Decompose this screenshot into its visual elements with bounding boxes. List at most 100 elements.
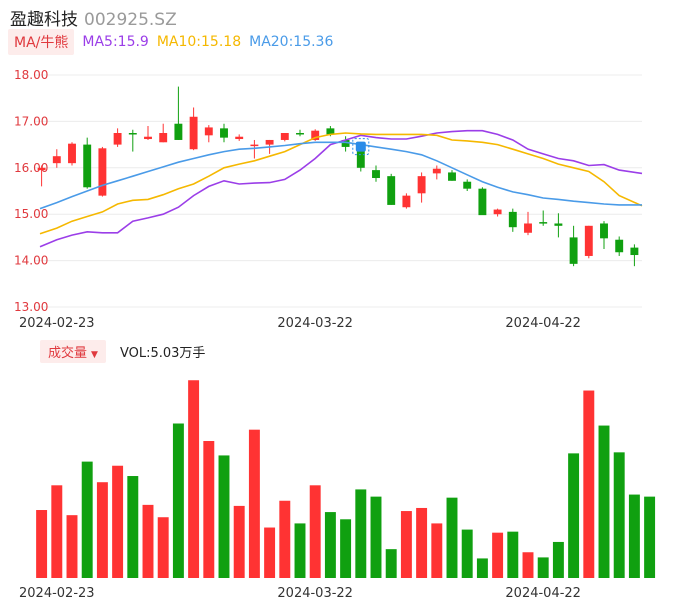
price-date-label: 2024-03-22 bbox=[277, 316, 353, 331]
volume-bar bbox=[385, 549, 397, 578]
volume-bar bbox=[613, 452, 625, 578]
candle-body bbox=[493, 209, 502, 215]
candle-body bbox=[448, 172, 456, 181]
volume-bar bbox=[294, 523, 306, 578]
volume-bar bbox=[51, 485, 63, 578]
candle-body bbox=[478, 188, 487, 216]
candle-body bbox=[387, 176, 396, 205]
ma5-legend: MA5:15.9 bbox=[82, 34, 149, 50]
candle-body bbox=[220, 128, 228, 138]
volume-bar bbox=[96, 482, 108, 578]
volume-bar bbox=[416, 507, 428, 578]
volume-bar bbox=[81, 461, 93, 578]
ma-line-ma20 bbox=[39, 141, 642, 210]
candle-body bbox=[554, 223, 563, 226]
volume-date-label: 2024-04-22 bbox=[505, 586, 581, 601]
volume-bar bbox=[644, 496, 656, 578]
volume-bar bbox=[309, 485, 321, 578]
volume-bar bbox=[279, 500, 291, 578]
ma-line-ma10 bbox=[39, 132, 643, 235]
candle-body bbox=[174, 123, 183, 140]
candle-body bbox=[341, 139, 350, 147]
candle-body bbox=[113, 133, 122, 145]
candle-body bbox=[250, 144, 259, 147]
volume-bar bbox=[583, 390, 595, 578]
candle-body bbox=[463, 181, 472, 189]
candle-body bbox=[235, 136, 244, 140]
candle-body bbox=[128, 133, 137, 135]
volume-bar bbox=[400, 511, 412, 578]
volume-bar bbox=[461, 529, 473, 578]
volume-bar bbox=[218, 455, 230, 578]
volume-bar bbox=[628, 494, 640, 578]
ma-line-ma5 bbox=[39, 129, 643, 248]
candle-body bbox=[432, 168, 441, 174]
volume-legend: 成交量 ▼ VOL:5.03万手 bbox=[40, 339, 205, 363]
candle-body bbox=[508, 211, 517, 228]
candle-body bbox=[311, 130, 320, 140]
volume-bar bbox=[188, 380, 200, 578]
candle-body bbox=[584, 225, 593, 256]
volume-bar bbox=[537, 557, 549, 578]
volume-bar bbox=[112, 465, 124, 578]
volume-date-label: 2024-03-22 bbox=[277, 586, 353, 601]
volume-bar bbox=[446, 497, 458, 578]
highlight-marker-icon bbox=[355, 141, 366, 152]
candle-body bbox=[280, 133, 289, 140]
ma20-legend: MA20:15.36 bbox=[249, 34, 334, 50]
volume-bar bbox=[142, 504, 154, 578]
volume-bar bbox=[172, 423, 184, 578]
candle-body bbox=[37, 167, 46, 171]
volume-date-label: 2024-02-23 bbox=[19, 586, 95, 601]
candle-body bbox=[402, 195, 411, 208]
stock-title: 盈趣科技 002925.SZ bbox=[10, 5, 177, 30]
ma-legend: MA/牛熊 MA5:15.9 MA10:15.18 MA20:15.36 bbox=[8, 29, 334, 55]
volume-bar bbox=[568, 453, 580, 578]
volume-bar bbox=[507, 531, 519, 578]
candle-body bbox=[326, 128, 335, 135]
candle-body bbox=[83, 144, 92, 188]
volume-bar bbox=[66, 515, 78, 578]
volume-bar bbox=[340, 519, 352, 578]
volume-bar bbox=[552, 541, 564, 578]
candle-body bbox=[615, 239, 624, 253]
volume-bar bbox=[233, 505, 245, 578]
highlight-marker-frame bbox=[352, 138, 370, 156]
volume-bar bbox=[598, 425, 610, 578]
stock-code: 002925.SZ bbox=[84, 10, 177, 30]
candle-body bbox=[372, 170, 380, 179]
volume-bar bbox=[355, 489, 367, 578]
candle-body bbox=[204, 127, 213, 136]
volume-bar bbox=[476, 558, 488, 578]
volume-indicator-label: 成交量 bbox=[48, 345, 88, 361]
candle-body bbox=[539, 222, 548, 224]
volume-bar bbox=[324, 512, 336, 578]
price-tick-label: 18.00 bbox=[14, 68, 48, 82]
price-tick-label: 17.00 bbox=[14, 114, 48, 128]
candle-body bbox=[98, 148, 107, 196]
price-date-label: 2024-04-22 bbox=[505, 316, 581, 331]
volume-bar bbox=[36, 510, 48, 578]
volume-bar bbox=[203, 441, 215, 578]
price-tick-label: 15.00 bbox=[14, 207, 48, 221]
candle-body bbox=[159, 133, 168, 143]
volume-indicator-selector[interactable]: 成交量 ▼ bbox=[40, 339, 106, 363]
price-date-label: 2024-02-23 bbox=[19, 316, 95, 331]
candle-body bbox=[296, 133, 304, 135]
candle-body bbox=[417, 176, 426, 194]
ma-type-selector[interactable]: MA/牛熊 bbox=[8, 29, 75, 55]
candle-body bbox=[630, 247, 639, 256]
candle-body bbox=[356, 150, 365, 168]
volume-bar bbox=[522, 552, 534, 578]
ma10-legend: MA10:15.18 bbox=[156, 34, 242, 50]
volume-bar bbox=[248, 429, 260, 578]
price-tick-label: 16.00 bbox=[14, 161, 48, 175]
volume-bar bbox=[492, 532, 504, 578]
volume-bar bbox=[264, 527, 276, 578]
candle-body bbox=[189, 116, 198, 150]
volume-bar bbox=[157, 517, 169, 578]
candle-body bbox=[265, 139, 274, 145]
volume-bar bbox=[370, 496, 382, 578]
candle-body bbox=[144, 136, 152, 140]
